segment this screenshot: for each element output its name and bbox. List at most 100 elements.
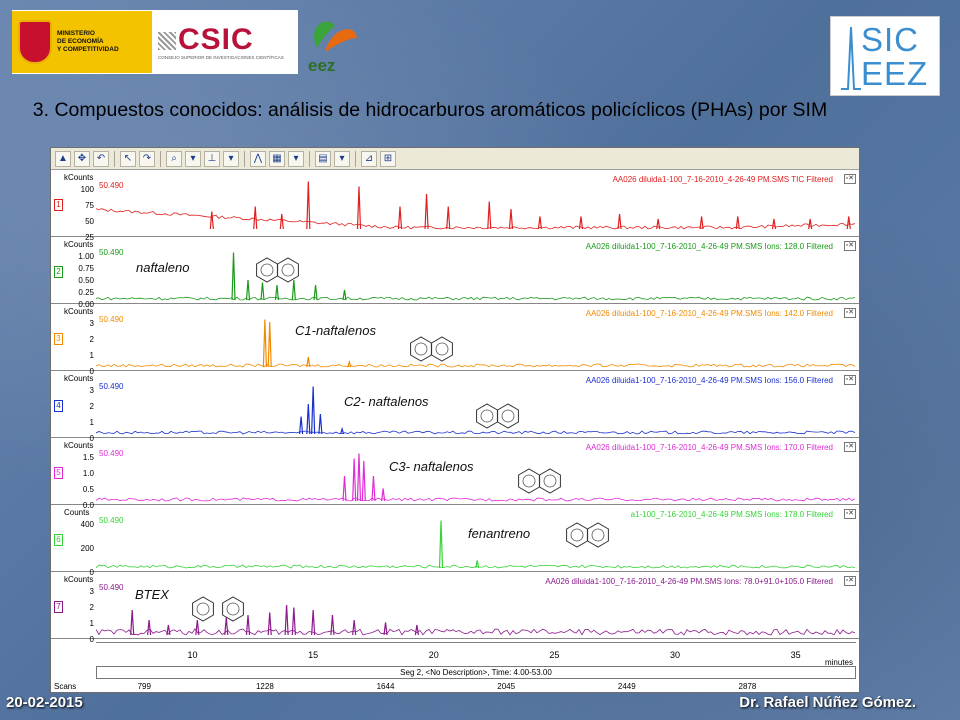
trace-peak — [475, 560, 480, 569]
redo-icon[interactable]: ↷ — [139, 150, 155, 167]
panel-cursor-value: 50.490 — [99, 181, 124, 190]
chevron-down-icon[interactable]: ▾ — [185, 150, 201, 167]
trace-peak — [195, 619, 200, 636]
y-tick-label: 2 — [89, 402, 94, 411]
trace-peak — [279, 213, 284, 230]
panel-close-icon[interactable]: ▫✕ — [843, 308, 856, 318]
trace-peak — [414, 624, 419, 636]
library-icon[interactable]: ⊞ — [380, 150, 396, 167]
trace-baseline — [96, 296, 856, 301]
panel-close-icon[interactable]: ▫✕ — [843, 576, 856, 586]
undo-icon[interactable]: ↶ — [93, 150, 109, 167]
y-tick-label: 200 — [80, 544, 94, 553]
x-tick-label: 35 — [790, 650, 801, 660]
chevron-down-icon[interactable]: ▾ — [334, 150, 350, 167]
panel-number[interactable]: 3 — [54, 333, 63, 345]
chromatogram-panel[interactable]: kCounts 1 50.490 AA026 diluida1-100_7-16-20… — [51, 171, 859, 242]
y-tick-label: 1.00 — [78, 252, 94, 261]
panel-trace-label: AA026 diluida1-100_7-16-2010_4-26-49 PM.… — [545, 577, 833, 586]
molecule-structure-icon — [192, 596, 244, 622]
panel-number[interactable]: 4 — [54, 400, 63, 412]
eez-leaf-icon — [314, 21, 357, 52]
trace-peak — [146, 619, 152, 636]
panel-close-icon[interactable]: ▫✕ — [843, 174, 856, 184]
y-tick-label: 0 — [89, 434, 94, 443]
trace-peak — [352, 458, 357, 502]
trace-peak — [356, 186, 362, 230]
chromatogram-panel[interactable]: kCounts 5 50.490 AA026 diluida1-100_7-16-20… — [51, 439, 859, 510]
trace-plot — [96, 520, 856, 569]
trace-peak — [274, 284, 280, 301]
trace-peak — [735, 216, 740, 230]
y-tick-label: 3 — [89, 587, 94, 596]
panel-cursor-value: 50.490 — [99, 315, 124, 324]
chevron-down-icon[interactable]: ▾ — [223, 150, 239, 167]
chromatogram-panel[interactable]: kCounts 7 50.490 AA026 diluida1-100_7-16-20… — [51, 573, 859, 644]
y-tick-label: 3 — [89, 319, 94, 328]
panel-unit: kCounts — [64, 575, 94, 584]
trace-peak — [352, 619, 357, 636]
panel-number[interactable]: 6 — [54, 534, 63, 546]
arrow-up-icon[interactable]: ▲ — [55, 150, 71, 167]
trace-peak — [311, 609, 316, 636]
panel-number[interactable]: 1 — [54, 199, 63, 211]
integrate-icon[interactable]: ⋀ — [250, 150, 266, 167]
molecule-structure-icon — [566, 522, 609, 548]
trace-peak — [771, 218, 777, 230]
molecule-structure-icon — [518, 468, 561, 494]
panel-number[interactable]: 5 — [54, 467, 63, 479]
display-icon[interactable]: ▦ — [269, 150, 285, 167]
chromatogram-panel[interactable]: kCounts 4 50.490 AA026 diluida1-100_7-16-20… — [51, 372, 859, 443]
trace-plot — [96, 604, 856, 636]
trace-peak — [262, 319, 267, 368]
trace-plot — [96, 453, 856, 502]
spectrum-icon[interactable]: ⊿ — [361, 150, 377, 167]
compound-label: C2- naftalenos — [344, 394, 429, 409]
cursor-icon[interactable]: ↖ — [120, 150, 136, 167]
panel-trace-label: AA026 diluida1-100_7-16-2010_4-26-49 PM.… — [585, 443, 833, 452]
chromatogram-panel[interactable]: Counts 6 50.490 a1-100_7-16-2010_4-26-49 PM… — [51, 506, 859, 577]
x-tick-label: 25 — [549, 650, 560, 660]
panel-number[interactable]: 2 — [54, 266, 63, 278]
panel-trace-label: AA026 diluida1-100_7-16-2010_4-26-49 PM.… — [585, 376, 833, 385]
trace-peak — [438, 520, 444, 569]
chevron-down-icon[interactable]: ▾ — [288, 150, 304, 167]
panel-number[interactable]: 7 — [54, 601, 63, 613]
trace-peak — [245, 614, 251, 636]
panel-unit: kCounts — [64, 307, 94, 316]
trace-peak — [578, 216, 584, 230]
trace-baseline — [96, 363, 856, 368]
layout-icon[interactable]: ▤ — [315, 150, 331, 167]
trace-peak — [253, 206, 258, 230]
trace-peak — [656, 218, 661, 230]
panel-close-icon[interactable]: ▫✕ — [843, 375, 856, 385]
peak-select-icon[interactable]: ⊥ — [204, 150, 220, 167]
ministerio-logo: MINISTERIO DE ECONOMÍA Y COMPETITIVIDAD — [12, 11, 152, 73]
compound-label: naftaleno — [136, 260, 190, 275]
x-tick-label: 20 — [428, 650, 439, 660]
chromatogram-panel[interactable]: kCounts 2 50.490 AA026 diluida1-100_7-16-20… — [51, 238, 859, 309]
x-tick-label: 10 — [187, 650, 198, 660]
csic-word: CSIC — [178, 22, 254, 56]
panel-close-icon[interactable]: ▫✕ — [843, 509, 856, 519]
trace-peak — [397, 206, 403, 230]
toolbar-separator — [114, 150, 115, 167]
toolbar-separator — [355, 150, 356, 167]
trace-peak — [371, 475, 376, 502]
y-tick-label: 0.75 — [78, 264, 94, 273]
molecule-structure-icon — [476, 403, 519, 429]
panel-close-icon[interactable]: ▫✕ — [843, 241, 856, 251]
y-tick-label: 1.5 — [82, 453, 94, 462]
chromatogram-panel[interactable]: kCounts 3 50.490 AA026 diluida1-100_7-16-20… — [51, 305, 859, 376]
trace-peak — [306, 356, 311, 368]
zoom-icon[interactable]: ⌕ — [166, 150, 182, 167]
panel-unit: kCounts — [64, 240, 94, 249]
scans-label: Scans — [54, 682, 77, 691]
move-icon[interactable]: ✥ — [74, 150, 90, 167]
y-tick-label: 0.50 — [78, 276, 94, 285]
segment-bar[interactable]: Seg 2, <No Description>, Time: 4.00-53.0… — [96, 666, 856, 679]
y-tick-label: 3 — [89, 386, 94, 395]
panel-close-icon[interactable]: ▫✕ — [843, 442, 856, 452]
trace-peak — [318, 413, 323, 435]
y-tick-label: 0 — [89, 367, 94, 376]
